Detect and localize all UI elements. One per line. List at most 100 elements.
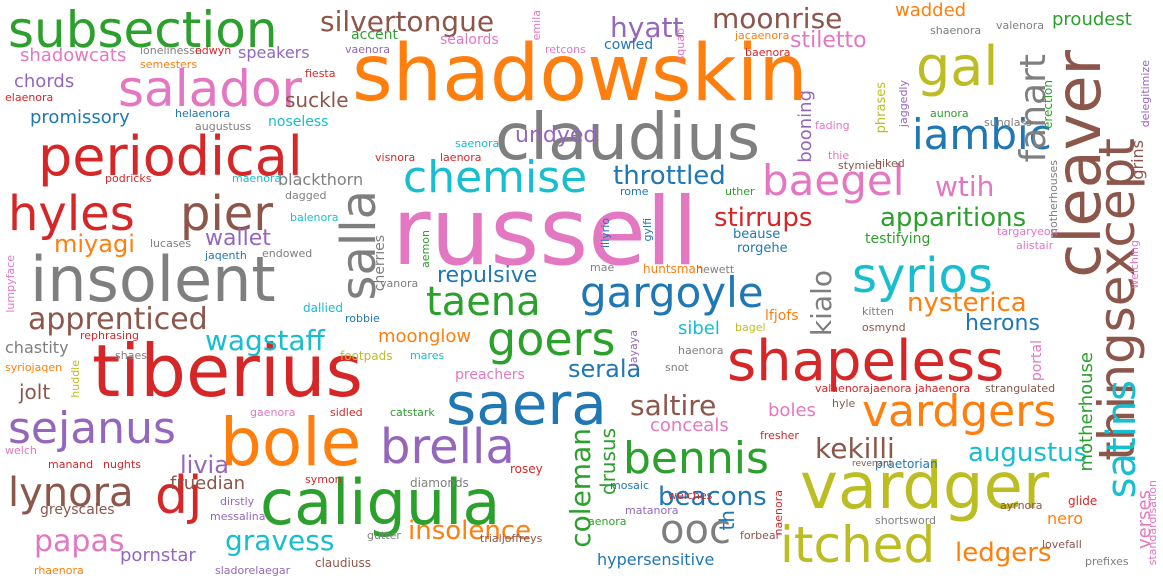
word-hiked: hiked [875, 157, 905, 170]
word-subsection: subsection [8, 1, 278, 59]
word-laenora: laenora [440, 151, 482, 164]
word-saltire: saltire [630, 389, 717, 422]
word-matanora: matanora [625, 504, 679, 517]
word-elaenora: elaenora [5, 91, 54, 104]
word-pornstar: pornstar [120, 545, 196, 566]
word-vaenora: vaenora [345, 43, 390, 56]
word-endowed: endowed [262, 247, 313, 260]
word-accent: accent [351, 27, 398, 43]
word-shaenora: shaenora [930, 24, 982, 37]
word-thie: thie [828, 149, 850, 162]
word-fresher: fresher [760, 429, 799, 442]
word-booning: booning [795, 90, 816, 163]
word-lovefall: lovefall [1042, 538, 1082, 551]
word-layaya: layaya [627, 330, 640, 367]
word-syriojaqen: syriojaqen [5, 361, 63, 374]
word-naenora: naenora [772, 490, 785, 536]
word-serala: serala [568, 355, 642, 383]
word-stymied: stymied [838, 159, 883, 172]
word-augustuss: augustuss [195, 120, 252, 133]
word-russell: russell [392, 178, 699, 287]
word-edwyn: edwyn [195, 44, 232, 57]
word-wadded: wadded [895, 0, 967, 21]
word-erection: erection [1041, 80, 1055, 130]
word-alistair: alistair [1016, 239, 1054, 252]
word-claudius: claudius [495, 101, 761, 175]
word-kekilli: kekilli [815, 432, 895, 465]
word-welches: welches [668, 489, 713, 502]
word-valenora: valenora [996, 19, 1045, 32]
word-wagstaff: wagstaff [205, 324, 325, 357]
word-suckle: suckle [285, 88, 349, 112]
word-speakers: speakers [238, 43, 310, 62]
word-caligula: caligula [260, 466, 501, 539]
word-shadowcats: shadowcats [20, 45, 127, 66]
word-rephrasing: rephrasing [80, 329, 140, 342]
word-blackthorn: blackthorn [278, 170, 364, 189]
word-pier: pier [180, 186, 274, 242]
word-semesters: semesters [140, 58, 198, 71]
word-rosey: rosey [510, 462, 543, 476]
word-fiesta: fiesta [305, 67, 336, 80]
word-uther: uther [725, 185, 755, 198]
word-chastity: chastity [5, 338, 69, 357]
word-chords: chords [14, 71, 75, 92]
word-papas: papas [34, 524, 125, 559]
word-bole: bole [220, 404, 362, 481]
word-gaenora: gaenora [250, 406, 296, 419]
word-huddle: huddle [69, 360, 82, 398]
word-bagel: bagel [735, 321, 766, 334]
word-rhaenora: rhaenora [34, 564, 84, 577]
word-retcons: retcons [545, 43, 586, 56]
word-lynora: lynora [8, 470, 134, 516]
word-hyatt: hyatt [610, 11, 684, 44]
word-tiberius: tiberius [92, 329, 363, 413]
word-shaes: shaes [115, 349, 147, 362]
word-symon: symon [305, 473, 342, 486]
word-boles: boles [768, 400, 816, 421]
word-kitten: kitten [862, 305, 894, 318]
word-ooc: ooc [660, 507, 731, 553]
word-gravess: gravess [225, 524, 335, 557]
word-wtih: wtih [935, 170, 995, 203]
word-dj: dj [155, 466, 203, 526]
word-vanora: vanora [380, 277, 419, 290]
word-jaggedly: jaggedly [897, 80, 910, 128]
word-sidled: sidled [330, 406, 363, 419]
word-goers: goers [487, 312, 616, 366]
word-forbear: forbear [740, 529, 781, 542]
word-portal: portal [1029, 340, 1045, 382]
word-delegitimize: delegitimize [1139, 60, 1152, 128]
word-taena: taena [426, 279, 541, 325]
word-gargoyle: gargoyle [580, 268, 764, 317]
word-promissory: promissory [30, 107, 130, 128]
word-miyagi: miyagi [54, 230, 135, 258]
word-augustus: augustus [968, 438, 1088, 468]
word-baegel: baegel [762, 156, 905, 205]
word-conceals: conceals [650, 415, 729, 436]
word-jahaenora: jahaenora [915, 382, 971, 395]
word-messalina: messalina [210, 510, 266, 523]
word-coleman: coleman [564, 428, 597, 548]
word-repulsive: repulsive [437, 263, 538, 288]
word-footpads: footpads [340, 349, 393, 363]
word-mae: mae [590, 261, 615, 274]
word-dallied: dallied [303, 301, 343, 315]
word-vardgers: vardgers [862, 386, 1057, 437]
word-proudest: proudest [1052, 9, 1132, 30]
word-sealords: sealords [440, 32, 499, 48]
word-greyscales: greyscales [40, 502, 115, 518]
word-welch: welch [5, 444, 37, 457]
word-praetorian: praetorian [875, 457, 938, 471]
word-shortsword: shortsword [875, 514, 937, 527]
word-periodical: periodical [38, 125, 303, 188]
word-prefixes: prefixes [1085, 555, 1129, 568]
word-dirstly: dirstly [220, 495, 255, 508]
word-aemon: aemon [419, 230, 432, 268]
word-sibel: sibel [678, 318, 720, 339]
word-dagged: dagged [285, 189, 327, 202]
word-podricks: podricks [105, 172, 152, 185]
word-itched: itched [780, 516, 936, 574]
word-manand: manand [48, 458, 94, 471]
word-lumpyface: lumpyface [4, 255, 17, 313]
